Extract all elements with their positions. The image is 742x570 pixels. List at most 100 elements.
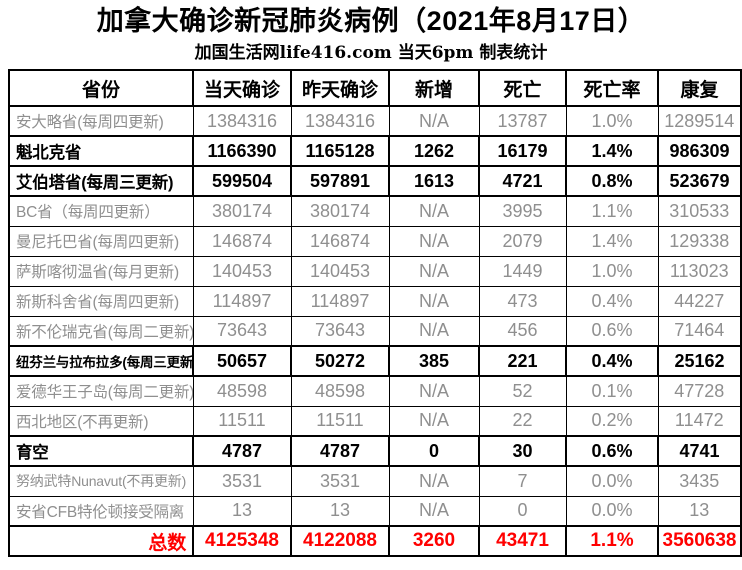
cell-recovered: 986309: [657, 135, 742, 167]
cell-today-confirmed: 3531: [192, 465, 292, 497]
cell-recovered: 13: [657, 495, 742, 527]
cell-recovered: 44227: [657, 285, 742, 317]
cell-province: 萨斯喀彻温省(每月更新): [8, 255, 194, 287]
cell-today-confirmed: 73643: [192, 315, 292, 347]
cell-today-confirmed: 4125348: [192, 525, 292, 557]
table-header: 省份 当天确诊 昨天确诊 新增 死亡 死亡率 康复: [8, 69, 742, 107]
totals-row: 总数 4125348 4122088 3260 43471 1.1% 3560638: [8, 525, 742, 557]
table-row: BC省（每周四更新） 380174 380174 N/A 3995 1.1% 310533: [8, 195, 742, 227]
cell-new-cases: 385: [388, 345, 480, 377]
column-header-today-confirmed: 当天确诊: [192, 69, 292, 107]
cell-recovered: 25162: [657, 345, 742, 377]
cell-yesterday-confirmed: 4122088: [290, 525, 390, 557]
cell-new-cases: N/A: [388, 375, 480, 407]
cell-province: 魁北克省: [8, 135, 194, 167]
cell-death-rate: 1.1%: [565, 525, 659, 557]
cell-death-rate: 0.0%: [565, 465, 659, 497]
cell-province: 总数: [8, 525, 194, 557]
table-row: 新斯科舍省(每周四更新) 114897 114897 N/A 473 0.4% 44227: [8, 285, 742, 317]
cell-today-confirmed: 380174: [192, 195, 292, 227]
cell-deaths: 2079: [478, 225, 567, 257]
table-row: 新不伦瑞克省(每周二更新) 73643 73643 N/A 456 0.6% 71464: [8, 315, 742, 347]
cell-province: 努纳武特Nunavut(不再更新): [8, 465, 194, 497]
cell-province: 爱德华王子岛(每周二更新): [8, 375, 194, 407]
cell-today-confirmed: 146874: [192, 225, 292, 257]
cell-new-cases: N/A: [388, 105, 480, 137]
cell-yesterday-confirmed: 4787: [290, 435, 390, 467]
cell-deaths: 30: [478, 435, 567, 467]
cell-today-confirmed: 599504: [192, 165, 292, 197]
cell-province: 育空: [8, 435, 194, 467]
cell-yesterday-confirmed: 13: [290, 495, 390, 527]
cell-yesterday-confirmed: 380174: [290, 195, 390, 227]
cell-province: 安省CFB特伦顿接受隔离: [8, 495, 194, 527]
cell-yesterday-confirmed: 146874: [290, 225, 390, 257]
cell-recovered: 310533: [657, 195, 742, 227]
cell-today-confirmed: 48598: [192, 375, 292, 407]
cell-deaths: 52: [478, 375, 567, 407]
column-header-death-rate: 死亡率: [565, 69, 659, 107]
cell-new-cases: 1613: [388, 165, 480, 197]
cell-province: 纽芬兰与拉布拉多(每周三更新): [8, 345, 194, 377]
cell-province: 曼尼托巴省(每周四更新): [8, 225, 194, 257]
cell-death-rate: 1.1%: [565, 195, 659, 227]
cell-death-rate: 0.4%: [565, 285, 659, 317]
column-header-deaths: 死亡: [478, 69, 567, 107]
cell-deaths: 4721: [478, 165, 567, 197]
cell-deaths: 473: [478, 285, 567, 317]
cell-recovered: 1289514: [657, 105, 742, 137]
cell-death-rate: 1.4%: [565, 135, 659, 167]
cell-deaths: 7: [478, 465, 567, 497]
table-row: 魁北克省 1166390 1165128 1262 16179 1.4% 986309: [8, 135, 742, 167]
cell-province: 新斯科舍省(每周四更新): [8, 285, 194, 317]
cell-deaths: 1449: [478, 255, 567, 287]
cell-deaths: 16179: [478, 135, 567, 167]
cell-yesterday-confirmed: 1165128: [290, 135, 390, 167]
covid-cases-table: 省份 当天确诊 昨天确诊 新增 死亡 死亡率 康复 安大略省(每周四更新) 138…: [8, 69, 742, 557]
cell-deaths: 3995: [478, 195, 567, 227]
cell-deaths: 22: [478, 405, 567, 437]
cell-death-rate: 0.0%: [565, 495, 659, 527]
cell-new-cases: N/A: [388, 225, 480, 257]
cell-yesterday-confirmed: 11511: [290, 405, 390, 437]
cell-yesterday-confirmed: 114897: [290, 285, 390, 317]
cell-recovered: 71464: [657, 315, 742, 347]
cell-today-confirmed: 4787: [192, 435, 292, 467]
cell-death-rate: 1.0%: [565, 255, 659, 287]
cell-new-cases: 1262: [388, 135, 480, 167]
cell-yesterday-confirmed: 73643: [290, 315, 390, 347]
cell-province: BC省（每周四更新）: [8, 195, 194, 227]
cell-death-rate: 0.6%: [565, 315, 659, 347]
cell-province: 西北地区(不再更新): [8, 405, 194, 437]
cell-today-confirmed: 1166390: [192, 135, 292, 167]
cell-yesterday-confirmed: 48598: [290, 375, 390, 407]
table-row: 纽芬兰与拉布拉多(每周三更新) 50657 50272 385 221 0.4% 25162: [8, 345, 742, 377]
cell-new-cases: N/A: [388, 195, 480, 227]
column-header-yesterday-confirmed: 昨天确诊: [290, 69, 390, 107]
cell-yesterday-confirmed: 140453: [290, 255, 390, 287]
table-row: 曼尼托巴省(每周四更新) 146874 146874 N/A 2079 1.4% 12933…: [8, 225, 742, 257]
cell-new-cases: N/A: [388, 465, 480, 497]
cell-recovered: 11472: [657, 405, 742, 437]
cell-new-cases: 0: [388, 435, 480, 467]
cell-province: 艾伯塔省(每周三更新): [8, 165, 194, 197]
page-subtitle: 加国生活网life416.com 当天6pm 制表统计: [194, 43, 548, 63]
cell-deaths: 456: [478, 315, 567, 347]
table-row: 爱德华王子岛(每周二更新) 48598 48598 N/A 52 0.1% 47728: [8, 375, 742, 407]
cell-death-rate: 0.6%: [565, 435, 659, 467]
cell-deaths: 43471: [478, 525, 567, 557]
table-row: 安大略省(每周四更新) 1384316 1384316 N/A 13787 1.0% 128…: [8, 105, 742, 137]
cell-death-rate: 1.4%: [565, 225, 659, 257]
cell-today-confirmed: 50657: [192, 345, 292, 377]
cell-new-cases: N/A: [388, 495, 480, 527]
cell-death-rate: 0.4%: [565, 345, 659, 377]
cell-recovered: 3435: [657, 465, 742, 497]
cell-death-rate: 0.1%: [565, 375, 659, 407]
cell-deaths: 13787: [478, 105, 567, 137]
cell-new-cases: N/A: [388, 255, 480, 287]
table-row: 萨斯喀彻温省(每月更新) 140453 140453 N/A 1449 1.0% 11302…: [8, 255, 742, 287]
column-header-new-cases: 新增: [388, 69, 480, 107]
cell-today-confirmed: 140453: [192, 255, 292, 287]
cell-deaths: 221: [478, 345, 567, 377]
